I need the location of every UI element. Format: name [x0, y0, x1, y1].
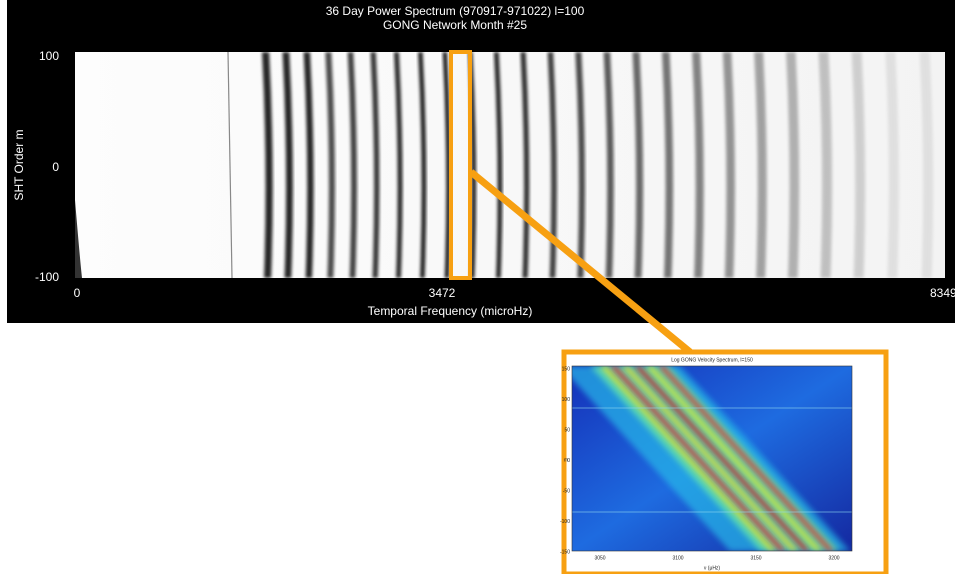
x-tick-label: 3472 — [429, 286, 456, 300]
x-axis-label: Temporal Frequency (microHz) — [368, 304, 533, 318]
inset-y-tick-label: -150 — [560, 549, 570, 555]
inset-x-tick-label: 3150 — [750, 555, 761, 561]
y-axis-label: SHT Order m — [12, 129, 26, 200]
inset-title: Log GONG Velocity Spectrum, l=150 — [671, 357, 753, 363]
inset-y-tick-label: 50 — [564, 427, 570, 433]
inset-x-tick-label: 3200 — [828, 555, 839, 561]
inset-x-tick-label: 3100 — [672, 555, 683, 561]
y-tick-label: 100 — [39, 49, 59, 63]
y-tick-label: -100 — [35, 270, 59, 284]
inset-y-tick-label: -50 — [563, 488, 570, 494]
plot-title: 36 Day Power Spectrum (970917-971022) l=… — [326, 4, 585, 18]
inset-x-axis-label: ν (μHz) — [704, 565, 721, 571]
plot-area — [75, 52, 945, 278]
inset-y-tick-label: 100 — [562, 397, 571, 403]
y-tick-label: 0 — [52, 160, 59, 174]
x-tick-label: 8349 — [930, 286, 955, 300]
inset-x-tick-label: 3050 — [594, 555, 605, 561]
x-tick-label: 0 — [74, 286, 81, 300]
inset-y-axis-label: m — [564, 457, 568, 463]
plot-subtitle: GONG Network Month #25 — [383, 18, 527, 32]
inset-y-tick-label: 150 — [562, 366, 571, 372]
inset-y-tick-label: -100 — [560, 519, 570, 525]
